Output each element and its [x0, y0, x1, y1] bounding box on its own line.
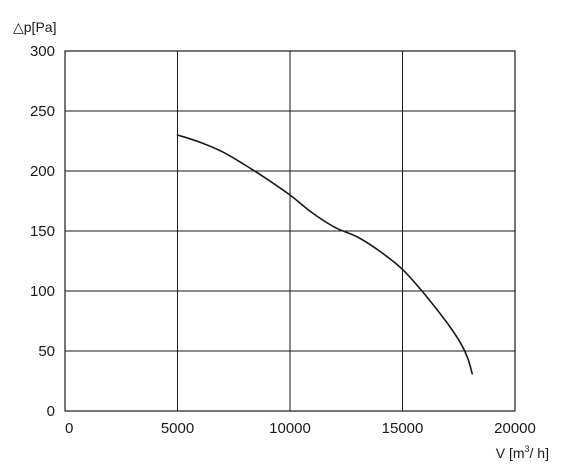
grid-lines — [65, 51, 515, 411]
x-axis-label: V [m3/ h] — [496, 444, 549, 461]
plot-frame — [64, 50, 516, 412]
y-tick-label: 150 — [30, 223, 55, 240]
x-tick-label: 10000 — [269, 420, 311, 437]
y-tick-label: 0 — [47, 403, 55, 420]
y-axis-label: △p[Pa] — [13, 19, 56, 35]
x-tick-labels: 0 5000 10000 15000 20000 — [65, 420, 536, 437]
y-tick-label: 100 — [30, 283, 55, 300]
y-tick-label: 300 — [30, 43, 55, 60]
series-layer — [176, 134, 474, 375]
y-tick-label: 50 — [38, 343, 55, 360]
x-tick-label: 0 — [65, 420, 73, 437]
x-tick-label: 5000 — [161, 420, 194, 437]
y-tick-labels: 0 50 100 150 200 250 300 — [30, 43, 55, 420]
y-tick-label: 200 — [30, 163, 55, 180]
fan-curve-line — [176, 134, 474, 375]
x-tick-label: 20000 — [494, 420, 536, 437]
x-tick-label: 15000 — [382, 420, 424, 437]
y-tick-label: 250 — [30, 103, 55, 120]
